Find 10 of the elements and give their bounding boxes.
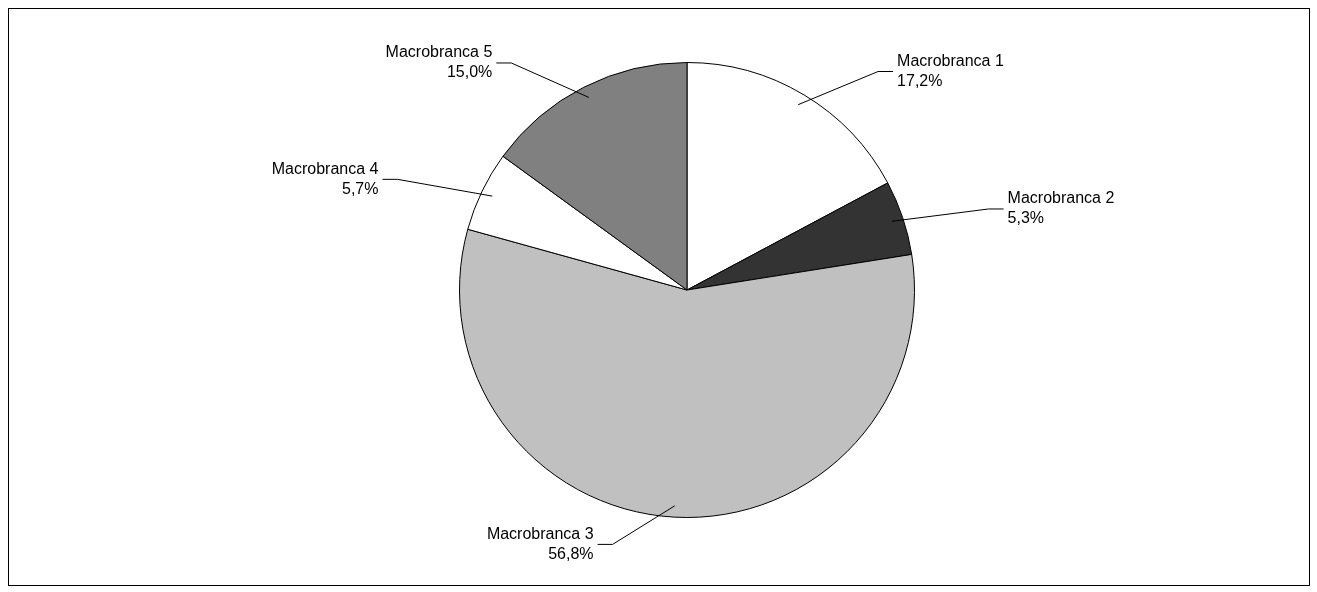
data-label: 5,7%	[342, 179, 379, 197]
slice-label: Macrobranca 3	[486, 524, 594, 542]
data-label: 56,8%	[548, 544, 594, 562]
data-label: 15,0%	[446, 63, 493, 81]
slice-label: Macrobranca 2	[1007, 189, 1115, 207]
slice-label: Macrobranca 1	[897, 51, 1004, 69]
slice-label: Macrobranca 4	[271, 159, 379, 177]
slice-label: Macrobranca 5	[385, 43, 493, 61]
data-label: 5,3%	[1007, 209, 1045, 227]
data-label: 17,2%	[897, 71, 943, 89]
